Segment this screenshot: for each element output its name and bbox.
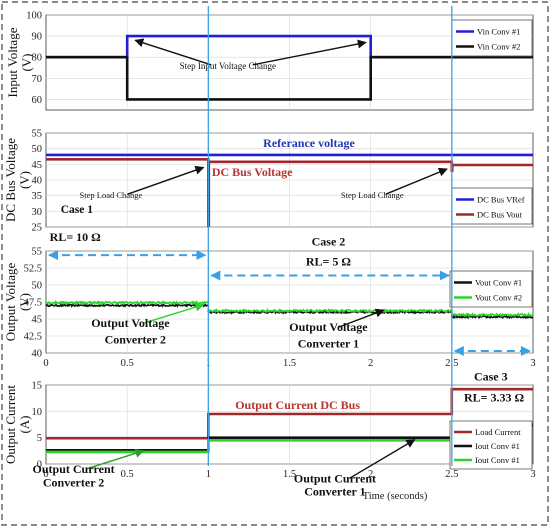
legend-entry: Iout Conv #1 — [475, 441, 520, 451]
y-tick-label: 60 — [32, 95, 43, 106]
y-axis-label: Output Current — [3, 385, 18, 464]
y-tick-label: 80 — [32, 53, 43, 64]
legend-entry: DC Bus VRef — [477, 195, 525, 205]
legend-box — [451, 19, 533, 57]
annotation-text: Case 1 — [61, 204, 94, 216]
annotation-arrow — [338, 308, 385, 328]
annotation-text: Converter 1 — [304, 485, 365, 499]
panel-input: 60 70 80 90 100 Input Voltage (V) Vin Conv #1 Vi… — [5, 11, 534, 111]
annotation-text: Output Current — [294, 471, 376, 485]
annotation-text: Step Load Change — [80, 190, 143, 200]
y-axis-label: Output Voltage — [3, 262, 18, 341]
legend-entry: Vin Conv #1 — [477, 27, 520, 37]
legend-entry: Iout Conv #1 — [475, 455, 520, 465]
legend-entry: DC Bus Vout — [477, 210, 523, 220]
y-tick-label: 40 — [32, 349, 43, 360]
y-tick-label: 55 — [32, 247, 43, 258]
y-tick-label: 35 — [32, 191, 43, 202]
y-tick-label: 45 — [32, 315, 43, 326]
annotation-text: Output Voltage — [289, 320, 368, 334]
annotation-text: RL= 10 Ω — [50, 230, 102, 244]
annotation-arrow — [252, 39, 367, 66]
annotation-text: Converter 2 — [43, 476, 104, 490]
series-line — [46, 55, 533, 101]
y-tick-label: 70 — [32, 74, 43, 85]
annotation-text: Output Current DC Bus — [235, 398, 360, 412]
y-tick-label: 90 — [32, 32, 43, 43]
annotation-text: Case 2 — [312, 235, 346, 249]
annotation-text: Referance voltage — [263, 136, 355, 150]
x-tick-label: 3 — [530, 469, 535, 480]
annotation-text: RL= 5 Ω — [306, 254, 352, 268]
y-tick-label: 42.5 — [24, 332, 42, 343]
y-tick-label: 50 — [32, 144, 43, 155]
annotation-text: Converter 1 — [298, 337, 359, 351]
y-axis-label: Input Voltage — [5, 27, 20, 97]
y-axis-label: (V) — [19, 53, 34, 71]
x-tick-label: 0 — [43, 469, 48, 480]
annotation-arrow — [85, 448, 145, 470]
y-axis-label: DC Bus Voltage — [3, 138, 18, 222]
legend-entry: Vout Conv #2 — [475, 293, 522, 303]
x-tick-label: 2 — [368, 469, 373, 480]
x-tick-label: 3 — [530, 358, 535, 369]
y-axis-label: (V) — [17, 293, 32, 311]
legend-box — [449, 270, 533, 308]
y-tick-label: 45 — [32, 160, 43, 171]
x-tick-label: 0.5 — [121, 358, 134, 369]
annotation-text: Output Current — [33, 462, 115, 476]
annotation-arrow — [127, 165, 205, 195]
legend-entry: Load Current — [475, 427, 521, 437]
x-tick-label: 0.5 — [121, 469, 134, 480]
x-tick-label: 1.5 — [283, 469, 296, 480]
annotation-text: Step Load Change — [341, 190, 404, 200]
y-tick-label: 5 — [37, 433, 42, 444]
annotation-text: Step Input Voltage Change — [180, 61, 276, 71]
annotation-arrow — [385, 167, 448, 195]
legend-entry: Vin Conv #2 — [477, 42, 520, 52]
annotation-text: Output Voltage — [91, 316, 170, 330]
y-axis-label: (A) — [17, 415, 32, 433]
y-tick-label: 100 — [26, 11, 42, 22]
x-axis-label: Time (seconds) — [363, 491, 428, 502]
x-tick-label: 0 — [43, 358, 48, 369]
x-tick-label: 1 — [206, 469, 211, 480]
annotation-text: Case 3 — [474, 369, 508, 383]
legend-box — [451, 187, 533, 225]
y-tick-label: 47.5 — [24, 298, 42, 309]
y-tick-label: 10 — [32, 407, 43, 418]
x-tick-label: 2 — [368, 358, 373, 369]
y-tick-label: 0 — [37, 460, 42, 471]
annotation-text: Converter 2 — [105, 332, 166, 346]
y-tick-label: 30 — [32, 207, 43, 218]
series-line — [46, 387, 533, 440]
annotation-text: DC Bus Voltage — [212, 165, 293, 179]
panel-output_voltage: 4042.54547.55052.55500.511.522.53Output … — [3, 230, 536, 369]
y-tick-label: 15 — [32, 381, 43, 392]
y-axis-label: (V) — [17, 171, 32, 189]
annotation-arrow — [143, 302, 205, 324]
annotation-arrow — [348, 439, 416, 480]
x-tick-label: 1.5 — [283, 358, 296, 369]
x-tick-label: 2.5 — [445, 469, 458, 480]
y-tick-label: 55 — [32, 129, 43, 140]
annotation-text: RL= 3.33 Ω — [464, 390, 525, 404]
legend-entry: Vout Conv #1 — [475, 278, 522, 288]
y-tick-label: 40 — [32, 176, 43, 187]
y-tick-label: 52.5 — [24, 264, 42, 275]
annotation-arrow — [134, 38, 212, 66]
y-tick-label: 50 — [32, 281, 43, 292]
y-tick-label: 25 — [32, 223, 43, 234]
